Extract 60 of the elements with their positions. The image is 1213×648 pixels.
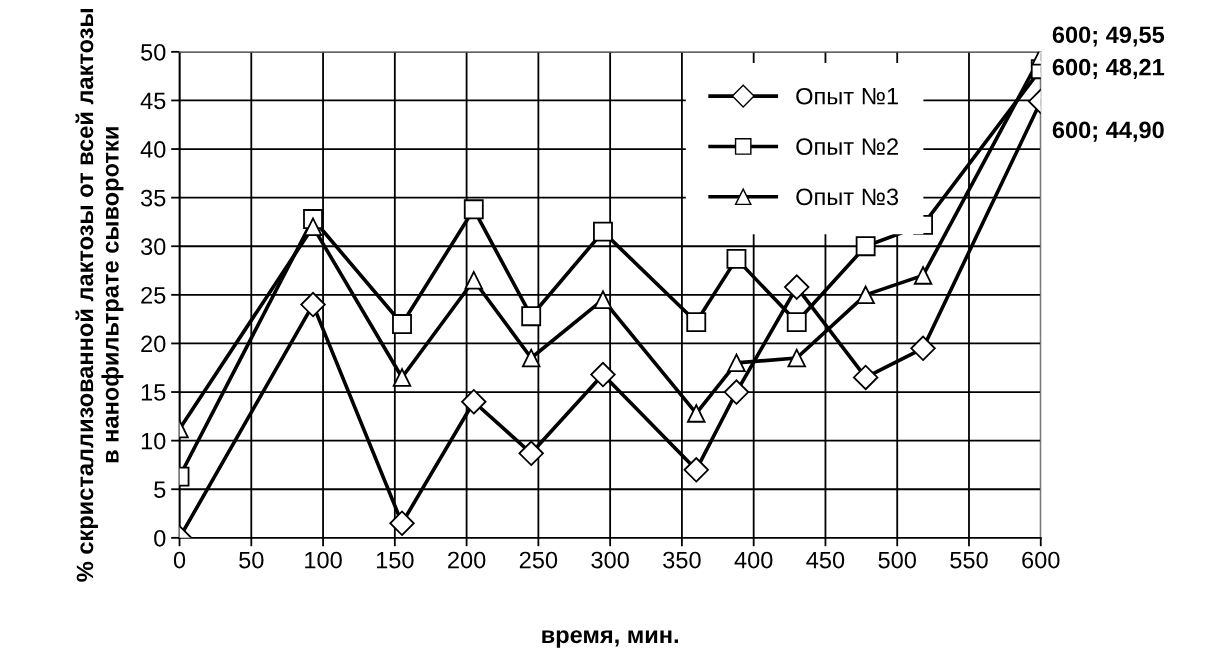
legend-label: Опыт №1 (796, 87, 898, 105)
y-tick-label: 40 (140, 141, 166, 158)
point (787, 348, 806, 368)
point (723, 379, 750, 405)
y-tick-label: 15 (141, 384, 166, 401)
point (855, 236, 876, 257)
data-label: 600; 44,90 (1052, 121, 1164, 142)
y-tick-label: 0 (154, 529, 166, 547)
point (686, 312, 707, 332)
x-tick-label: 600 (1022, 551, 1060, 569)
x-tick-label: 300 (591, 551, 629, 569)
point (590, 361, 616, 388)
x-tick-label: 50 (239, 551, 264, 569)
point (521, 348, 541, 368)
x-tick-label: 150 (376, 551, 414, 569)
data-label: 600; 49,55 (1052, 26, 1165, 47)
y-tick-label: 10 (141, 432, 166, 450)
x-tick-label: 450 (806, 551, 845, 569)
point (464, 271, 484, 290)
point (726, 248, 747, 269)
point (518, 440, 544, 466)
point (392, 314, 412, 334)
point (913, 266, 933, 285)
point (303, 217, 323, 237)
y-tick-label: 30 (140, 238, 166, 256)
y-axis-title: % скристаллизованной лактозы от всей лактозы в нанофильтрате сыворотки (75, 9, 124, 582)
data-label: 600; 48,21 (1052, 58, 1165, 79)
y-tick-label: 35 (140, 189, 166, 207)
point (852, 364, 879, 391)
x-tick-label: 350 (663, 551, 701, 569)
point (784, 274, 810, 300)
x-tick-label: 400 (734, 551, 773, 569)
point (593, 290, 613, 309)
point (463, 199, 484, 220)
y-tick-label: 5 (154, 481, 166, 499)
point (687, 404, 706, 423)
point (910, 335, 936, 361)
point (856, 285, 875, 305)
x-tick-label: 200 (448, 551, 486, 569)
y-tick-label: 50 (141, 43, 166, 61)
point (683, 457, 709, 483)
y-tick-label: 45 (140, 92, 166, 110)
x-tick-label: 0 (173, 551, 186, 569)
point (593, 221, 613, 242)
point (786, 312, 807, 332)
x-tick-label: 500 (878, 551, 916, 569)
point (461, 389, 487, 415)
legend-label: Опыт №2 (796, 138, 898, 155)
x-tick-label: 250 (519, 551, 558, 569)
point (389, 510, 415, 536)
legend-label: Опыт №3 (796, 188, 899, 206)
x-tick-label: 550 (950, 551, 988, 569)
point (521, 306, 542, 327)
x-axis-title: время, мин. (542, 630, 678, 648)
x-tick-label: 100 (305, 551, 342, 569)
y-tick-label: 20 (141, 335, 166, 353)
point (727, 353, 746, 373)
y-tick-label: 25 (141, 286, 166, 304)
point (300, 291, 326, 318)
point (392, 368, 412, 387)
